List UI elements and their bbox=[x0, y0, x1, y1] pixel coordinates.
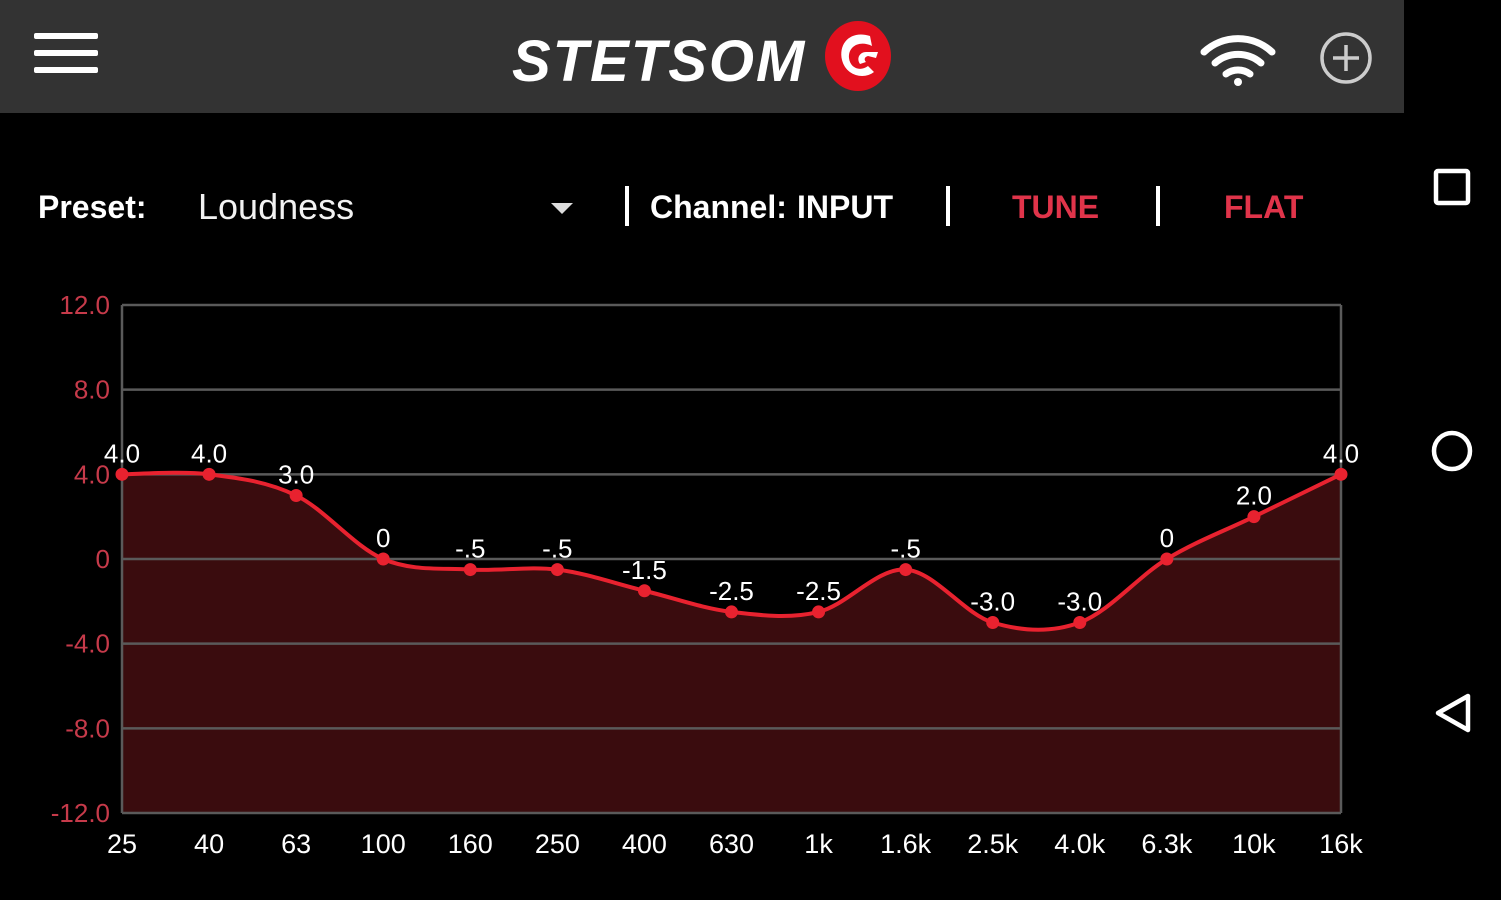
value-label: 0 bbox=[376, 523, 390, 553]
separator bbox=[946, 186, 950, 226]
x-tick-label: 25 bbox=[107, 829, 137, 859]
x-tick-label: 630 bbox=[709, 829, 754, 859]
eq-band-point[interactable] bbox=[115, 467, 129, 481]
menu-icon-bar bbox=[34, 33, 98, 39]
value-label: 2.0 bbox=[1236, 481, 1272, 511]
menu-icon-bar bbox=[34, 50, 98, 56]
x-tick-label: 4.0k bbox=[1054, 829, 1106, 859]
value-label: -.5 bbox=[890, 534, 920, 564]
flat-button[interactable]: FLAT bbox=[1224, 189, 1304, 225]
x-tick-label: 16k bbox=[1319, 829, 1363, 859]
x-tick-label: 40 bbox=[194, 829, 224, 859]
x-tick-label: 1k bbox=[804, 829, 833, 859]
value-label: -2.5 bbox=[709, 576, 754, 606]
x-tick-label: 1.6k bbox=[880, 829, 932, 859]
preset-label: Preset: bbox=[38, 189, 147, 225]
square-icon[interactable] bbox=[1428, 163, 1478, 213]
x-tick-label: 400 bbox=[622, 829, 667, 859]
x-tick-label: 6.3k bbox=[1141, 829, 1193, 859]
menu-button[interactable] bbox=[30, 33, 100, 81]
eq-band-point[interactable] bbox=[637, 584, 651, 598]
value-label: -3.0 bbox=[1057, 587, 1102, 617]
logo-mark-icon bbox=[825, 21, 891, 91]
eq-chart[interactable]: 12.08.04.00-4.0-8.0-12.04.0254.0403.0630… bbox=[0, 280, 1404, 880]
eq-band-point[interactable] bbox=[725, 605, 738, 619]
value-label: 0 bbox=[1160, 523, 1174, 553]
value-label: -1.5 bbox=[622, 555, 667, 585]
eq-band-point[interactable] bbox=[550, 563, 564, 577]
y-tick-label: 12.0 bbox=[59, 290, 110, 320]
system-navigation-bar bbox=[1404, 0, 1501, 900]
separator bbox=[625, 186, 629, 226]
brand-logo: STETSOM bbox=[512, 18, 902, 98]
menu-icon-bar bbox=[34, 67, 98, 73]
separator bbox=[1156, 186, 1160, 226]
tune-button[interactable]: TUNE bbox=[1012, 189, 1100, 225]
y-tick-label: -12.0 bbox=[51, 798, 110, 828]
dropdown-arrow-icon[interactable] bbox=[549, 200, 575, 216]
eq-band-point[interactable] bbox=[289, 489, 303, 502]
y-tick-label: 8.0 bbox=[74, 375, 110, 405]
eq-band-point[interactable] bbox=[1073, 616, 1087, 629]
y-tick-label: -4.0 bbox=[65, 629, 110, 659]
eq-band-point[interactable] bbox=[202, 467, 216, 481]
value-label: 3.0 bbox=[278, 460, 314, 490]
eq-band-point[interactable] bbox=[986, 616, 1000, 629]
y-tick-label: 4.0 bbox=[74, 459, 110, 489]
value-label: -2.5 bbox=[796, 576, 841, 606]
x-tick-label: 10k bbox=[1232, 829, 1276, 859]
x-tick-label: 160 bbox=[448, 829, 493, 859]
channel-value[interactable]: INPUT bbox=[797, 189, 893, 225]
top-app-bar: STETSOM bbox=[0, 0, 1404, 113]
value-label: 4.0 bbox=[104, 438, 140, 468]
eq-band-point[interactable] bbox=[1334, 467, 1348, 481]
eq-band-point[interactable] bbox=[899, 563, 913, 577]
value-label: -.5 bbox=[542, 534, 572, 564]
y-tick-label: 0 bbox=[96, 544, 110, 574]
eq-band-point[interactable] bbox=[1247, 510, 1261, 524]
value-label: 4.0 bbox=[1323, 438, 1359, 468]
brand-name: STETSOM bbox=[512, 29, 807, 94]
channel-label: Channel: bbox=[650, 189, 787, 225]
value-label: -3.0 bbox=[970, 587, 1015, 617]
add-circle-icon[interactable] bbox=[1318, 30, 1374, 86]
back-triangle-icon[interactable] bbox=[1428, 688, 1478, 738]
x-tick-label: 2.5k bbox=[967, 829, 1019, 859]
x-tick-label: 63 bbox=[281, 829, 311, 859]
eq-band-point[interactable] bbox=[812, 605, 826, 619]
value-label: -.5 bbox=[455, 534, 485, 564]
y-tick-label: -8.0 bbox=[65, 713, 110, 743]
eq-band-point[interactable] bbox=[463, 563, 477, 577]
preset-select[interactable]: Loudness bbox=[198, 186, 355, 227]
value-label: 4.0 bbox=[191, 438, 227, 468]
x-tick-label: 100 bbox=[361, 829, 406, 859]
eq-band-point[interactable] bbox=[376, 552, 390, 566]
x-tick-label: 250 bbox=[535, 829, 580, 859]
wifi-icon[interactable] bbox=[1200, 30, 1276, 86]
eq-band-point[interactable] bbox=[1160, 552, 1174, 566]
circle-icon[interactable] bbox=[1428, 426, 1478, 476]
